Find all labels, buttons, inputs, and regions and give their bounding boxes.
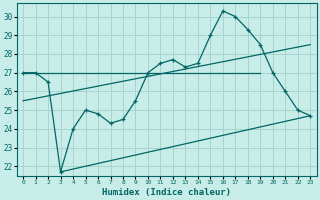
X-axis label: Humidex (Indice chaleur): Humidex (Indice chaleur) [102,188,231,197]
